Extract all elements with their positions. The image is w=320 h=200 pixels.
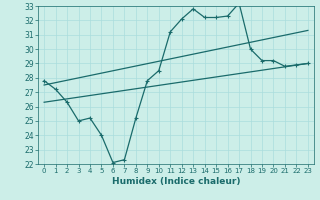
X-axis label: Humidex (Indice chaleur): Humidex (Indice chaleur) xyxy=(112,177,240,186)
